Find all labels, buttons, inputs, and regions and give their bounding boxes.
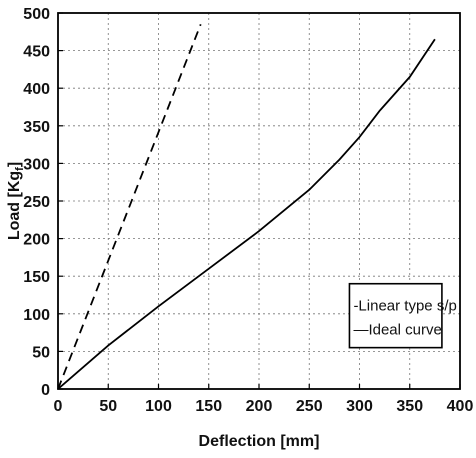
- tick-labels: 0 50 100 150 200 250 300 350 400 0 50 100 150 200 250 3…: [23, 6, 473, 415]
- y-tick-label: 500: [23, 6, 50, 23]
- y-tick-label: 200: [23, 232, 50, 249]
- x-tick-label: 100: [145, 398, 172, 415]
- y-tick-label: 100: [23, 307, 50, 324]
- x-tick-label: 150: [195, 398, 222, 415]
- legend-entry-linear: -Linear type s/p: [353, 298, 456, 315]
- y-tick-label: 450: [23, 44, 50, 61]
- x-tick-label: 250: [296, 398, 323, 415]
- y-tick-label: 400: [23, 81, 50, 98]
- y-axis-title-suffix: ]: [6, 162, 23, 167]
- x-tick-label: 350: [396, 398, 423, 415]
- x-tick-label: 0: [54, 398, 63, 415]
- y-tick-label: 250: [23, 194, 50, 211]
- y-tick-label: 350: [23, 119, 50, 136]
- legend: -Linear type s/p —Ideal curve: [348, 282, 457, 349]
- x-tick-label: 200: [246, 398, 273, 415]
- y-tick-label: 300: [23, 156, 50, 173]
- series-layer: [57, 23, 436, 390]
- legend-entry-ideal: —Ideal curve: [353, 322, 441, 339]
- x-tick-label: 50: [99, 398, 117, 415]
- y-axis-title-subscript: f: [14, 167, 26, 171]
- y-tick-label: 0: [41, 382, 50, 399]
- grid: [58, 13, 460, 389]
- x-tick-label: 400: [447, 398, 474, 415]
- y-axis-title-main: Load [Kg: [6, 171, 23, 240]
- series-line-ideal-curve: [57, 38, 436, 390]
- series-line-linear-type: [57, 23, 202, 390]
- y-axis-title: Load [Kgf]: [6, 162, 26, 240]
- legend-box: [348, 282, 443, 349]
- x-axis-title: Deflection [mm]: [199, 433, 320, 450]
- y-tick-label: 150: [23, 269, 50, 286]
- y-tick-label: 50: [32, 344, 50, 361]
- x-tick-label: 300: [346, 398, 373, 415]
